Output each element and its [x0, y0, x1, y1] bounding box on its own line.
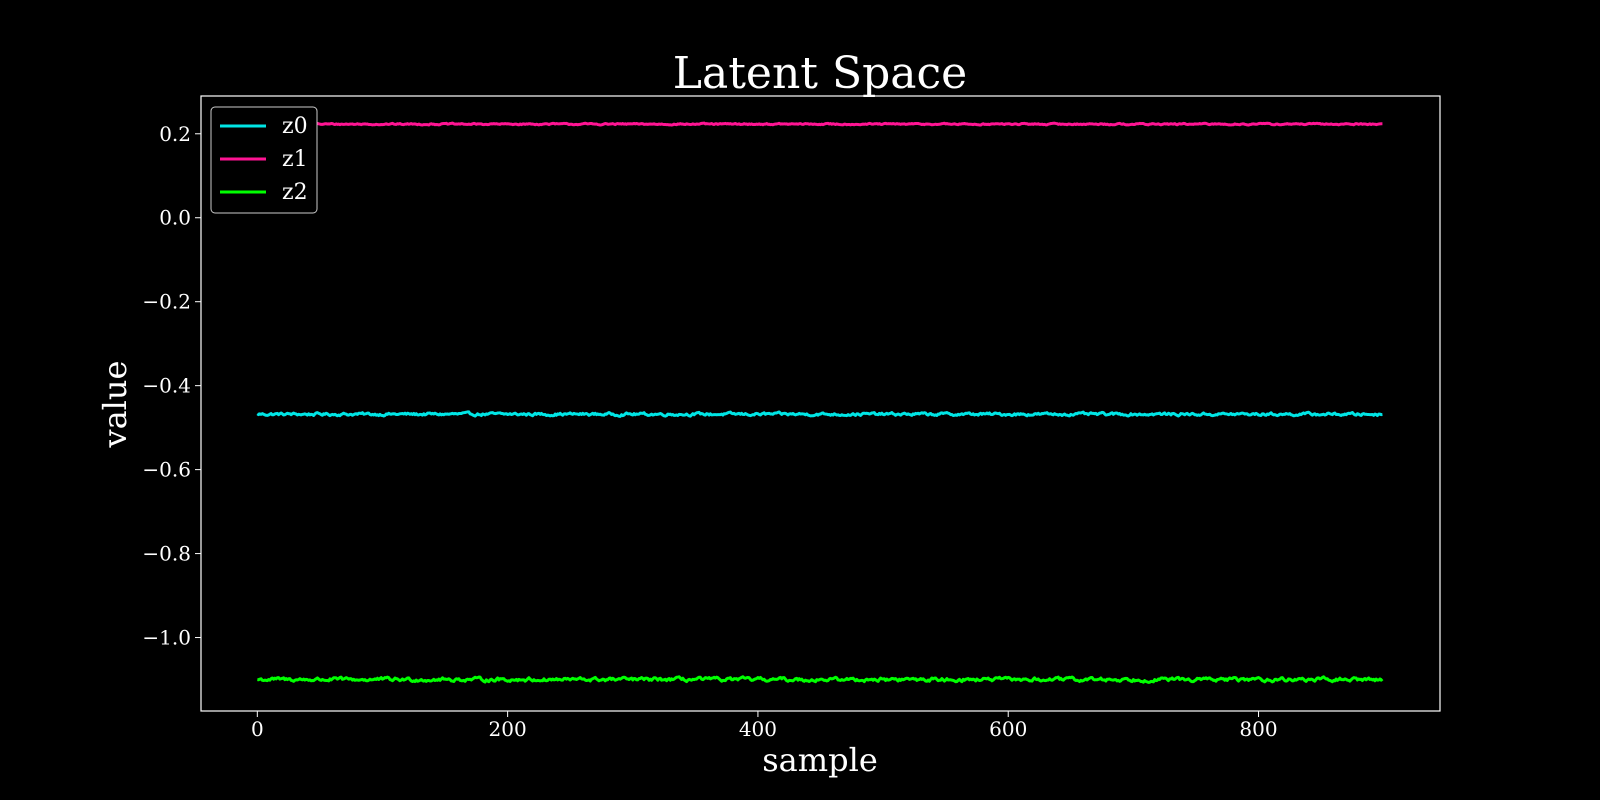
x-tick-label: 600	[989, 717, 1027, 741]
y-tick-label: −0.2	[142, 290, 191, 314]
chart-title: Latent Space	[673, 48, 967, 99]
legend-label-z1: z1	[282, 147, 308, 172]
plot-frame	[200, 95, 1441, 712]
y-tick-label: −0.6	[142, 458, 191, 482]
y-tick-label: −0.4	[142, 374, 191, 398]
x-axis: 0 200 400 600 800	[251, 711, 1278, 741]
x-tick-label: 0	[251, 717, 264, 741]
x-tick-label: 400	[739, 717, 777, 741]
x-axis-label: sample	[762, 741, 878, 779]
y-tick-label: 0.2	[159, 122, 191, 146]
y-tick-label: 0.0	[159, 206, 191, 230]
legend-label-z2: z2	[282, 180, 308, 205]
series-line-z2	[257, 675, 1384, 684]
x-tick-label: 200	[489, 717, 527, 741]
y-tick-label: −0.8	[142, 542, 191, 566]
legend-label-z0: z0	[282, 114, 308, 139]
series-layer	[256, 121, 1384, 684]
legend: z0 z1 z2	[210, 106, 318, 214]
y-tick-label: −1.0	[142, 626, 191, 650]
y-axis-label: value	[96, 361, 134, 449]
series-line-z0	[256, 410, 1383, 418]
y-axis: 0.2 0.0 −0.2 −0.4 −0.6 −0.8 −1.0	[142, 122, 201, 650]
x-tick-label: 800	[1239, 717, 1277, 741]
series-line-z1	[256, 121, 1383, 127]
